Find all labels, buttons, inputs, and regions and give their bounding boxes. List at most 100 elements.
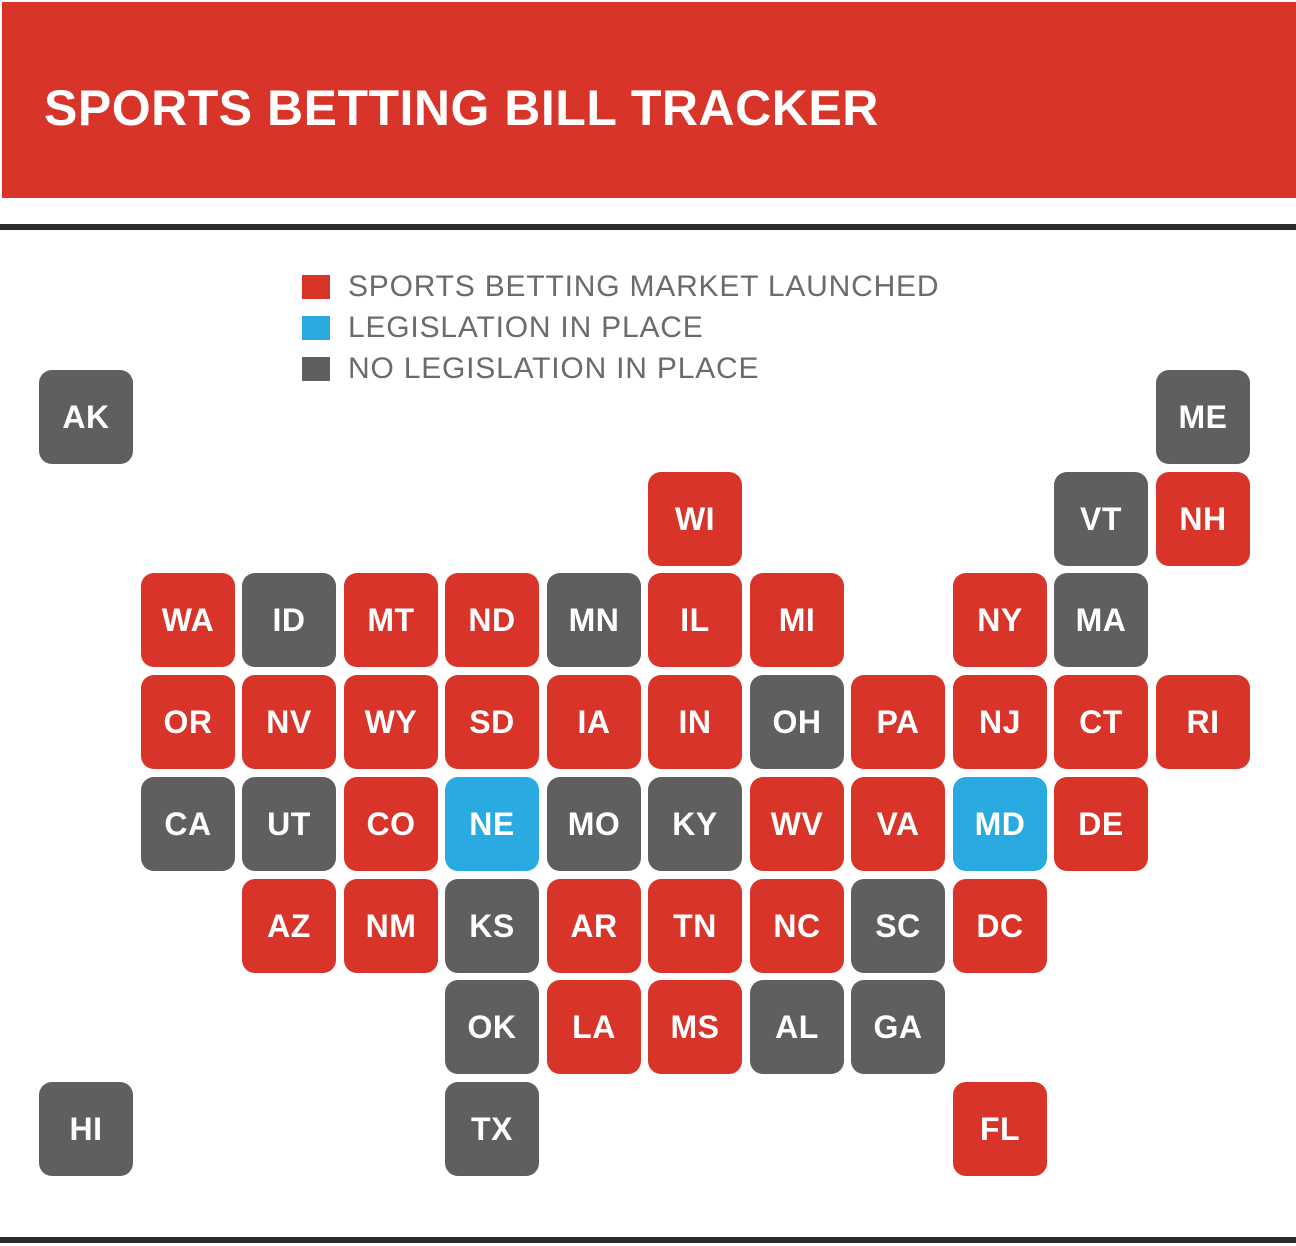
state-label: WY xyxy=(364,703,418,740)
state-label: MA xyxy=(1075,601,1127,638)
state-tile-mi: MI xyxy=(750,573,844,667)
state-tile-fl: FL xyxy=(953,1082,1047,1176)
state-label: SC xyxy=(875,907,921,944)
state-tile-in: IN xyxy=(648,675,742,769)
state-tile-ri: RI xyxy=(1156,675,1250,769)
state-label: PA xyxy=(876,703,920,740)
state-tile-wy: WY xyxy=(344,675,438,769)
state-label: WI xyxy=(674,500,716,537)
legend-swatch-none xyxy=(302,357,330,381)
state-tile-me: ME xyxy=(1156,370,1250,464)
state-label: MS xyxy=(670,1008,720,1045)
state-tile-wi: WI xyxy=(648,472,742,566)
state-label: SD xyxy=(469,703,515,740)
state-tile-nj: NJ xyxy=(953,675,1047,769)
state-tile-ok: OK xyxy=(445,980,539,1074)
state-label: OR xyxy=(163,703,213,740)
state-label: AZ xyxy=(267,907,311,944)
state-label: HI xyxy=(69,1110,103,1147)
legend-label-launched: SPORTS BETTING MARKET LAUNCHED xyxy=(348,270,940,303)
top-divider xyxy=(0,224,1296,230)
legend-swatch-launched xyxy=(302,275,330,299)
state-label: NH xyxy=(1179,500,1227,537)
state-tile-ny: NY xyxy=(953,573,1047,667)
state-label: NJ xyxy=(979,703,1021,740)
state-label: CT xyxy=(1079,703,1123,740)
state-label: WA xyxy=(161,601,215,638)
state-tile-oh: OH xyxy=(750,675,844,769)
state-tile-la: LA xyxy=(547,980,641,1074)
state-tile-ks: KS xyxy=(445,879,539,973)
page-title: SPORTS BETTING BILL TRACKER xyxy=(44,80,879,136)
state-tile-ak: AK xyxy=(39,370,133,464)
state-label: CO xyxy=(366,805,416,842)
state-tile-wv: WV xyxy=(750,777,844,871)
state-tile-sc: SC xyxy=(851,879,945,973)
state-tile-tx: TX xyxy=(445,1082,539,1176)
state-label: NE xyxy=(469,805,515,842)
state-label: CA xyxy=(164,805,212,842)
state-label: DE xyxy=(1078,805,1124,842)
state-tile-ma: MA xyxy=(1054,573,1148,667)
legend-label-legislation: LEGISLATION IN PLACE xyxy=(348,311,704,344)
state-label: UT xyxy=(267,805,311,842)
state-tile-ga: GA xyxy=(851,980,945,1074)
state-tile-hi: HI xyxy=(39,1082,133,1176)
state-tile-mn: MN xyxy=(547,573,641,667)
state-tile-nm: NM xyxy=(344,879,438,973)
state-label: ND xyxy=(468,601,516,638)
state-label: NC xyxy=(773,907,821,944)
state-label: IL xyxy=(680,601,710,638)
state-tile-nh: NH xyxy=(1156,472,1250,566)
state-label: VT xyxy=(1080,500,1122,537)
state-label: MN xyxy=(568,601,620,638)
state-tile-sd: SD xyxy=(445,675,539,769)
state-tile-id: ID xyxy=(242,573,336,667)
state-tile-co: CO xyxy=(344,777,438,871)
state-label: IN xyxy=(678,703,712,740)
state-tile-nv: NV xyxy=(242,675,336,769)
state-label: LA xyxy=(572,1008,616,1045)
state-tile-dc: DC xyxy=(953,879,1047,973)
state-label: KS xyxy=(469,907,515,944)
state-tile-ia: IA xyxy=(547,675,641,769)
state-tile-az: AZ xyxy=(242,879,336,973)
state-tile-ms: MS xyxy=(648,980,742,1074)
state-label: FL xyxy=(979,1110,1021,1147)
state-tile-de: DE xyxy=(1054,777,1148,871)
state-label: MD xyxy=(974,805,1026,842)
state-tile-ct: CT xyxy=(1054,675,1148,769)
title-banner: SPORTS BETTING BILL TRACKER xyxy=(2,2,1296,198)
state-label: DC xyxy=(976,907,1024,944)
state-label: ID xyxy=(272,601,306,638)
state-label: NM xyxy=(365,907,417,944)
state-label: RI xyxy=(1186,703,1220,740)
state-label: OK xyxy=(467,1008,517,1045)
state-tile-md: MD xyxy=(953,777,1047,871)
legend-item-launched: SPORTS BETTING MARKET LAUNCHED xyxy=(302,270,1002,303)
state-label: AR xyxy=(570,907,618,944)
state-label: GA xyxy=(873,1008,923,1045)
legend-item-no-legislation: NO LEGISLATION IN PLACE xyxy=(302,352,1002,385)
state-tile-va: VA xyxy=(851,777,945,871)
state-label: AL xyxy=(775,1008,819,1045)
state-label: TN xyxy=(673,907,717,944)
state-tile-ky: KY xyxy=(648,777,742,871)
legend-swatch-legislation xyxy=(302,316,330,340)
state-tile-ca: CA xyxy=(141,777,235,871)
state-tile-vt: VT xyxy=(1054,472,1148,566)
state-tile-il: IL xyxy=(648,573,742,667)
state-label: KY xyxy=(672,805,718,842)
state-label: AK xyxy=(62,398,110,435)
state-label: IA xyxy=(577,703,611,740)
state-label: NY xyxy=(977,601,1023,638)
state-label: MT xyxy=(367,601,415,638)
state-label: OH xyxy=(772,703,822,740)
state-tile-mo: MO xyxy=(547,777,641,871)
state-tile-al: AL xyxy=(750,980,844,1074)
state-label: WV xyxy=(770,805,824,842)
state-label: MI xyxy=(778,601,816,638)
state-tile-ut: UT xyxy=(242,777,336,871)
state-label: NV xyxy=(266,703,312,740)
